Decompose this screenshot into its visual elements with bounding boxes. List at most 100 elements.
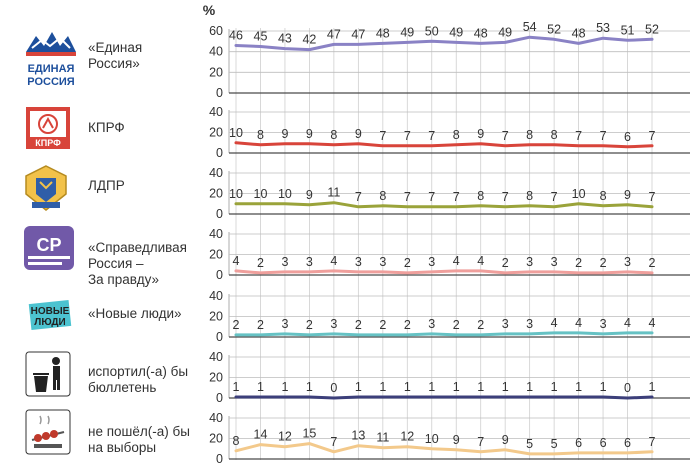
- data-label: 8: [526, 128, 533, 142]
- data-label: 8: [551, 128, 558, 142]
- data-label: 1: [428, 380, 435, 394]
- series-label: испортил(-а) бы бюллетень: [88, 364, 188, 395]
- series-label-line: За правду»: [88, 272, 159, 287]
- data-label: 1: [379, 380, 386, 394]
- data-label: 1: [649, 380, 656, 394]
- data-label: 48: [376, 26, 390, 40]
- series-label: «Единая Россия»: [88, 40, 142, 71]
- data-label: 3: [428, 255, 435, 269]
- data-label: 52: [645, 22, 659, 36]
- data-label: 7: [355, 190, 362, 204]
- data-label: 2: [355, 318, 362, 332]
- data-label: 1: [526, 380, 533, 394]
- data-label: 10: [572, 187, 586, 201]
- data-label: 4: [649, 316, 656, 330]
- data-label: 9: [502, 433, 509, 447]
- data-label: 3: [551, 255, 558, 269]
- data-label: 48: [572, 26, 586, 40]
- data-label: 8: [600, 189, 607, 203]
- data-label: 3: [502, 317, 509, 331]
- data-label: 48: [474, 26, 488, 40]
- series-label-line: Россия»: [88, 56, 140, 71]
- data-label: 2: [379, 318, 386, 332]
- data-label: 4: [233, 254, 240, 268]
- data-label: 7: [649, 435, 656, 449]
- series-line: [234, 35, 654, 52]
- data-label: 15: [302, 427, 316, 441]
- data-label: 3: [330, 317, 337, 331]
- data-label: 49: [449, 25, 463, 39]
- data-label: 11: [327, 186, 340, 200]
- series-label: ЛДПР: [88, 178, 125, 193]
- data-label: 10: [278, 187, 292, 201]
- data-label: 2: [600, 256, 607, 270]
- data-label: 4: [477, 254, 484, 268]
- y-tick-label: 40: [209, 105, 223, 119]
- data-label: 10: [254, 187, 268, 201]
- data-label: 49: [498, 25, 512, 39]
- data-label: 54: [523, 20, 537, 34]
- svg-text:РОССИЯ: РОССИЯ: [27, 76, 75, 88]
- data-label: 46: [229, 28, 243, 42]
- panel-1: «Единая Россия» 60 40 20 0 46 45 43 42 47 47 48 49 50 4…: [88, 20, 690, 100]
- series-label-line: «Единая: [88, 40, 142, 55]
- y-tick-label: 0: [216, 391, 223, 405]
- y-tick-label: 0: [216, 268, 223, 282]
- data-label: 4: [330, 254, 337, 268]
- data-label: 8: [379, 189, 386, 203]
- series-label: КПРФ: [88, 120, 125, 135]
- data-label: 2: [404, 318, 411, 332]
- data-label: 3: [379, 255, 386, 269]
- svg-text:ЕДИНАЯ: ЕДИНАЯ: [28, 63, 75, 75]
- series-label-line: бюллетень: [88, 380, 156, 395]
- data-label: 0: [330, 381, 337, 395]
- data-label: 1: [306, 380, 313, 394]
- data-label: 3: [428, 317, 435, 331]
- data-label: 42: [302, 33, 316, 47]
- series-label-line: на выборы: [88, 440, 156, 455]
- data-label: 2: [306, 318, 313, 332]
- trash-bin-icon: [25, 351, 71, 397]
- sr-logo: СР: [24, 226, 74, 270]
- data-label: 3: [281, 317, 288, 331]
- data-label: 0: [624, 381, 631, 395]
- series-line: [234, 331, 654, 337]
- y-tick-label: 20: [209, 65, 223, 79]
- data-label: 7: [600, 129, 607, 143]
- unit-label: %: [203, 2, 216, 18]
- data-label: 10: [229, 126, 243, 140]
- data-label: 6: [624, 436, 631, 450]
- data-label: 2: [649, 256, 656, 270]
- data-label: 1: [281, 380, 288, 394]
- y-tick-label: 40: [209, 45, 223, 59]
- data-label: 3: [526, 255, 533, 269]
- series-line: [234, 442, 654, 456]
- data-label: 7: [379, 129, 386, 143]
- data-label: 47: [327, 27, 341, 41]
- series-label: «Справедливая Россия – За правду»: [88, 240, 187, 287]
- data-label: 1: [551, 380, 558, 394]
- data-label: 7: [404, 129, 411, 143]
- data-label: 6: [575, 436, 582, 450]
- y-tick-label: 0: [216, 86, 223, 100]
- united-russia-logo: ЕДИНАЯ РОССИЯ: [22, 26, 80, 100]
- data-label: 2: [404, 256, 411, 270]
- y-tick-label: 40: [209, 166, 223, 180]
- data-label: 14: [254, 428, 268, 442]
- data-label: 12: [400, 430, 414, 444]
- data-label: 1: [600, 380, 607, 394]
- y-tick-label: 0: [216, 330, 223, 344]
- data-label: 3: [600, 317, 607, 331]
- data-label: 50: [425, 24, 439, 38]
- data-label: 7: [649, 190, 656, 204]
- data-label: 2: [453, 318, 460, 332]
- data-label: 7: [649, 129, 656, 143]
- y-tick-label: 20: [209, 126, 223, 140]
- y-tick-label: 40: [209, 411, 223, 425]
- data-label: 2: [477, 318, 484, 332]
- data-label: 1: [404, 380, 411, 394]
- series-label-line: не пошёл(-а) бы: [88, 424, 190, 439]
